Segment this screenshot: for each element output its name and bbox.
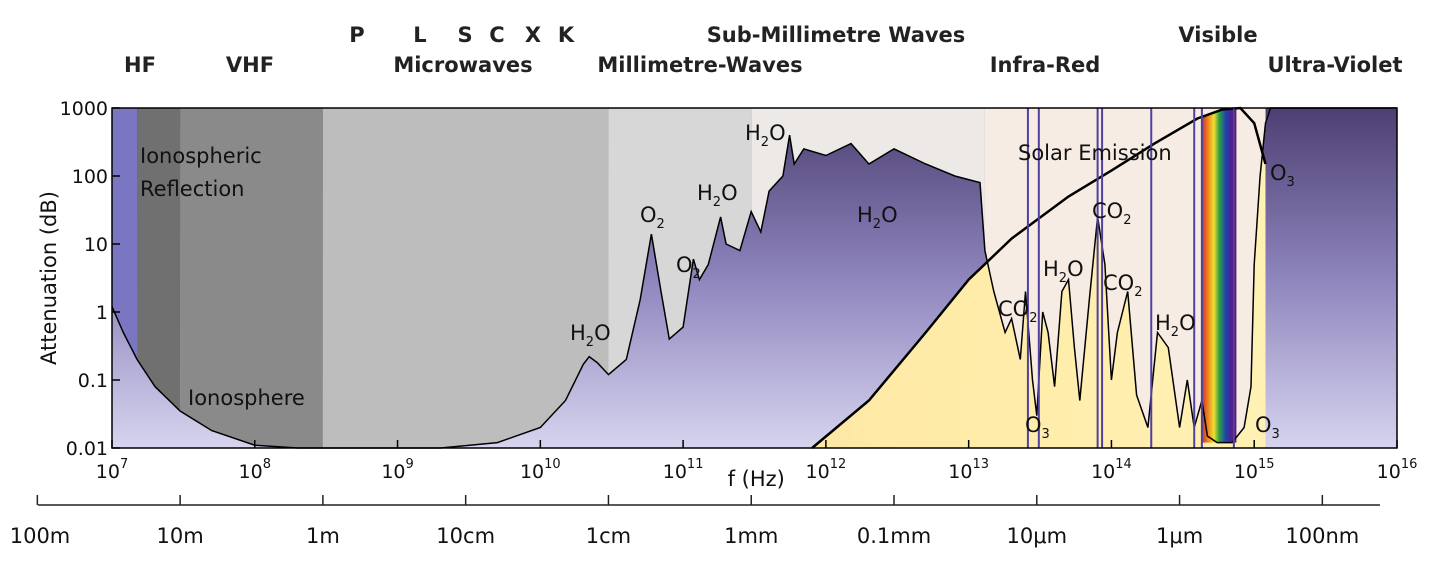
absorber-label-4: H2O bbox=[745, 121, 786, 150]
band-label-0: HF bbox=[124, 53, 156, 77]
y-tick-label-3: 1 bbox=[96, 302, 108, 324]
y-tick-label-0: 1000 bbox=[60, 98, 108, 120]
band-label-7: K bbox=[558, 23, 575, 47]
solar-emission-label: Solar Emission bbox=[1018, 141, 1172, 165]
microwave-band bbox=[322, 108, 609, 448]
x-tick-label-7: 1014 bbox=[1091, 457, 1132, 483]
band-label-8: Microwaves bbox=[393, 53, 532, 77]
absorber-label-6: CO2 bbox=[998, 297, 1037, 326]
x-tick-label-6: 1013 bbox=[948, 457, 989, 483]
band-label-2: P bbox=[349, 23, 364, 47]
x-tick-label-1: 108 bbox=[239, 457, 271, 483]
ionosphere-band bbox=[180, 108, 323, 448]
visible-spectrum bbox=[1201, 108, 1237, 443]
band-label-9: Millimetre-Waves bbox=[597, 53, 802, 77]
absorber-label-9: CO2 bbox=[1103, 271, 1142, 300]
x-tick-label-2: 109 bbox=[381, 457, 413, 483]
band-label-10: Sub-Millimetre Waves bbox=[707, 23, 966, 47]
absorber-label-11: O3 bbox=[1025, 413, 1050, 442]
plot-frame bbox=[111, 107, 1398, 449]
wl-tick-label-1: 10m bbox=[157, 524, 204, 548]
wl-tick-label-8: 1μm bbox=[1156, 524, 1203, 548]
y-tick-label-1: 100 bbox=[72, 166, 108, 188]
absorber-label-12: O3 bbox=[1255, 413, 1280, 442]
band-label-3: L bbox=[413, 23, 426, 47]
absorber-label-1: O2 bbox=[640, 203, 665, 232]
line-layer bbox=[111, 106, 1397, 449]
band-label-1: VHF bbox=[226, 53, 274, 77]
wl-tick-label-4: 1cm bbox=[586, 524, 631, 548]
ionospheric-reflection-label-1: Ionospheric bbox=[140, 144, 262, 168]
wl-tick-label-0: 100m bbox=[10, 524, 71, 548]
absorber-label-0: H2O bbox=[570, 321, 611, 350]
wl-tick-label-7: 10μm bbox=[1007, 524, 1068, 548]
absorber-label-13: O3 bbox=[1270, 161, 1295, 190]
absorber-label-2: O2 bbox=[676, 253, 701, 282]
band-label-6: X bbox=[525, 23, 541, 47]
absorber-label-7: H2O bbox=[1043, 257, 1084, 286]
ionosphere-label: Ionosphere bbox=[188, 386, 305, 410]
y-tick-label-5: 0.01 bbox=[66, 438, 108, 460]
x-axis-title: f (Hz) bbox=[728, 467, 785, 491]
axes: 1000 100 10 1 0.1 0.01 Attenuation (dB) 107 108 1… bbox=[10, 98, 1418, 548]
x-tick-label-0: 107 bbox=[96, 457, 128, 483]
absorber-label-10: H2O bbox=[1155, 311, 1196, 340]
absorber-label-3: H2O bbox=[697, 181, 738, 210]
wl-tick-label-3: 10cm bbox=[436, 524, 495, 548]
band-label-12: Visible bbox=[1178, 23, 1257, 47]
y-tick-label-4: 0.1 bbox=[78, 370, 108, 392]
absorber-label-5: H2O bbox=[857, 203, 898, 232]
wl-tick-label-6: 0.1mm bbox=[857, 524, 931, 548]
wl-tick-label-9: 100nm bbox=[1285, 524, 1359, 548]
x-tick-label-5: 1012 bbox=[806, 457, 847, 483]
band-label-13: Ultra-Violet bbox=[1268, 53, 1403, 77]
x-tick-label-3: 1010 bbox=[520, 457, 561, 483]
attenuation-line bbox=[111, 107, 1397, 449]
y-axis-title: Attenuation (dB) bbox=[37, 191, 61, 365]
absorber-label-8: CO2 bbox=[1092, 199, 1131, 228]
x-tick-label-4: 1011 bbox=[663, 457, 704, 483]
x-tick-label-9: 1016 bbox=[1377, 457, 1418, 483]
band-label-5: C bbox=[489, 23, 504, 47]
band-label-4: S bbox=[457, 23, 472, 47]
ionospheric-reflection-label-2: Reflection bbox=[140, 177, 245, 201]
annotation-labels: HF VHF P L S C X K Microwaves Millimetre-Waves Sub… bbox=[124, 23, 1402, 442]
x-tick-label-8: 1015 bbox=[1234, 457, 1275, 483]
wl-tick-label-2: 1m bbox=[306, 524, 340, 548]
band-label-11: Infra-Red bbox=[990, 53, 1101, 77]
y-tick-label-2: 10 bbox=[84, 234, 108, 256]
wl-tick-label-5: 1mm bbox=[724, 524, 778, 548]
